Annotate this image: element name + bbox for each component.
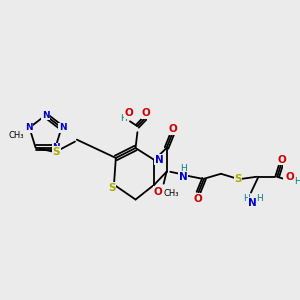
Text: O: O (286, 172, 295, 182)
Text: N: N (179, 172, 188, 182)
Text: O: O (142, 108, 150, 118)
Text: N: N (154, 155, 164, 165)
Text: CH₃: CH₃ (164, 189, 179, 198)
Text: H: H (256, 194, 263, 203)
Text: N: N (248, 197, 257, 208)
Text: N: N (25, 123, 32, 132)
Text: S: S (52, 146, 60, 157)
Text: N: N (52, 143, 60, 152)
Text: N: N (42, 111, 49, 120)
Text: O: O (278, 155, 286, 165)
Text: CH₃: CH₃ (8, 131, 24, 140)
Text: H: H (120, 114, 127, 123)
Text: O: O (154, 187, 162, 196)
Text: S: S (108, 183, 116, 193)
Text: H: H (295, 177, 300, 186)
Text: H: H (243, 194, 250, 203)
Text: O: O (193, 194, 202, 203)
Text: O: O (124, 108, 134, 118)
Text: S: S (234, 174, 242, 184)
Text: H: H (180, 164, 187, 173)
Text: O: O (169, 124, 177, 134)
Text: N: N (59, 123, 66, 132)
